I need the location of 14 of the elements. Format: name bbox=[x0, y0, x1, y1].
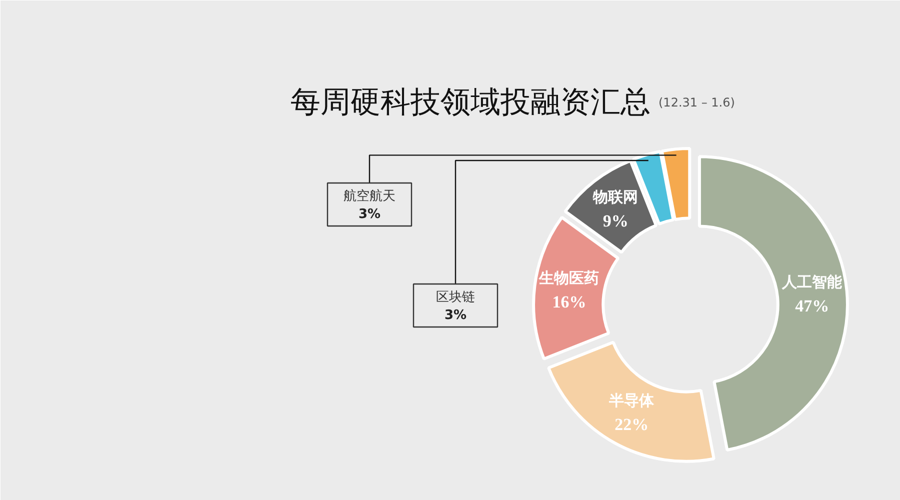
slice-label: 人工智能 bbox=[781, 274, 844, 291]
slice-label: 半导体 bbox=[608, 392, 656, 410]
slice-label: 区块链 bbox=[436, 290, 475, 305]
data-label: 16% bbox=[552, 292, 586, 312]
slice-label: 航空航天 bbox=[344, 189, 396, 204]
data-label: 22% bbox=[614, 415, 649, 434]
chart-title: 每周硬科技领域投融资汇总 bbox=[290, 85, 650, 120]
data-label: 3% bbox=[444, 308, 467, 323]
data-label: 9% bbox=[602, 211, 628, 230]
slice-label: 生物医药 bbox=[538, 270, 600, 288]
data-label: 47% bbox=[795, 296, 830, 316]
data-label: 3% bbox=[358, 207, 381, 222]
slice-label: 物联网 bbox=[592, 188, 638, 206]
chart-subtitle: (12.31 – 1.6) bbox=[658, 96, 735, 110]
